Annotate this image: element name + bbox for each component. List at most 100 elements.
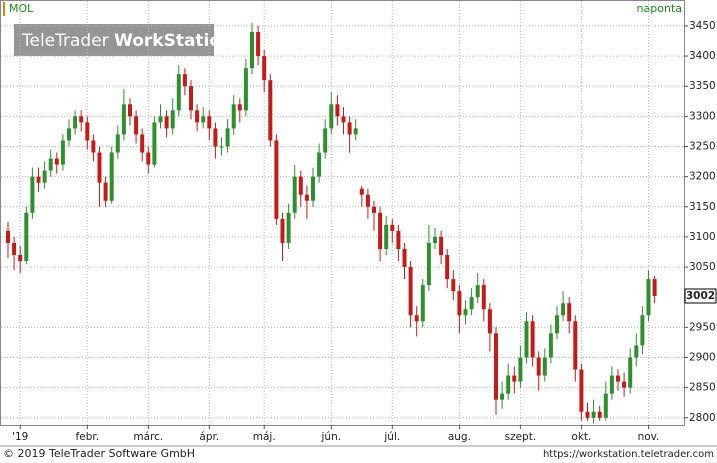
- candle-body: [48, 158, 53, 171]
- candle-body: [616, 375, 620, 382]
- x-tick-label: febr.: [76, 431, 100, 443]
- candle-body: [475, 285, 480, 298]
- candle-body: [512, 375, 517, 382]
- candle-body: [36, 176, 41, 183]
- candle-body: [347, 122, 352, 135]
- candle-body: [414, 315, 419, 322]
- last-price-label: 3002: [686, 290, 715, 302]
- candle-body: [420, 285, 425, 322]
- candle-body: [433, 236, 437, 243]
- plot-frame: [0, 0, 685, 426]
- candle-body: [591, 411, 596, 418]
- candle-body: [103, 182, 108, 201]
- candle-body: [567, 303, 572, 322]
- candle-body: [536, 357, 541, 376]
- candle-body: [530, 321, 535, 358]
- candle-body: [469, 297, 474, 310]
- candle-body: [573, 321, 578, 370]
- x-tick-label: júl.: [383, 431, 400, 443]
- candle-body: [274, 140, 279, 219]
- y-tick-label: 3300: [689, 110, 716, 122]
- candle-body: [445, 255, 450, 280]
- candle-body: [365, 194, 370, 207]
- candle-body: [451, 279, 456, 292]
- x-tick-label: aug.: [448, 431, 471, 443]
- candle-body: [152, 122, 157, 165]
- candle-body: [6, 230, 10, 243]
- candle-body: [463, 309, 468, 316]
- candle-body: [207, 116, 212, 129]
- footer-left: © 2019 TeleTrader Software GmbH: [3, 447, 195, 460]
- candle-body: [176, 74, 181, 111]
- candle-body: [195, 110, 200, 123]
- candle-body: [548, 333, 553, 358]
- x-tick-label: ápr.: [199, 431, 219, 443]
- candle-body: [426, 242, 431, 286]
- candle-body: [115, 134, 120, 153]
- y-tick-label: 2900: [689, 351, 716, 363]
- candle-body: [317, 152, 322, 177]
- watermark: TeleTrader WorkStation: [21, 31, 233, 51]
- x-tick-label: márc.: [133, 431, 163, 443]
- candle-body: [524, 321, 529, 358]
- candle-body: [329, 104, 334, 129]
- y-tick-label: 3200: [689, 171, 716, 183]
- y-tick-label: 3400: [689, 50, 716, 62]
- candle-body: [646, 279, 651, 316]
- candle-body: [640, 315, 645, 346]
- watermark-text-bold: WorkStation: [114, 31, 233, 51]
- candle-body: [67, 128, 71, 141]
- candle-body: [256, 31, 261, 57]
- candle-body: [628, 357, 633, 388]
- candle-body: [189, 86, 193, 111]
- x-tick-label: '19: [12, 431, 28, 443]
- candle-body: [402, 248, 407, 268]
- candle-body: [579, 369, 584, 412]
- candle-body: [457, 291, 462, 316]
- candle-body: [250, 31, 254, 69]
- candle-body: [213, 128, 218, 147]
- x-tick-label: jún.: [321, 431, 342, 443]
- candle-body: [622, 381, 627, 388]
- candle-body: [378, 212, 383, 249]
- y-tick-label: 2850: [689, 382, 716, 394]
- candle-body: [268, 80, 273, 141]
- candle-body: [634, 345, 639, 358]
- last-price-box: [684, 288, 717, 304]
- candle-body: [298, 176, 303, 195]
- candle-body: [146, 152, 151, 165]
- candle-body: [335, 104, 340, 117]
- candle-body: [170, 110, 175, 129]
- candle-body: [555, 315, 559, 334]
- candle-body: [542, 357, 547, 376]
- candle-body: [585, 411, 590, 418]
- candle-body: [439, 236, 444, 255]
- candle-body: [390, 224, 395, 231]
- y-tick-label: 3250: [689, 140, 716, 152]
- candle-body: [481, 285, 486, 310]
- candle-body: [292, 176, 297, 213]
- candle-body: [128, 104, 132, 117]
- footer-right: https://workstation.teletrader.com: [543, 449, 714, 460]
- x-tick-label: okt.: [571, 431, 591, 443]
- candle-body: [372, 206, 376, 213]
- candle-body: [237, 104, 242, 111]
- candle-body: [164, 116, 169, 129]
- candle-body: [134, 116, 139, 135]
- candle-body: [42, 170, 47, 183]
- candle-body: [201, 116, 206, 123]
- candle-body: [500, 393, 505, 400]
- candle-body: [353, 128, 358, 135]
- candle-body: [97, 152, 102, 183]
- x-tick-label: szept.: [505, 431, 537, 443]
- candle-body: [158, 116, 163, 123]
- candle-body: [518, 357, 523, 382]
- candle-body: [597, 411, 602, 418]
- candle-body: [561, 303, 566, 316]
- candle-body: [341, 116, 346, 123]
- candle-body: [262, 56, 267, 81]
- y-tick-label: 2800: [689, 412, 716, 424]
- candle-body: [231, 104, 236, 129]
